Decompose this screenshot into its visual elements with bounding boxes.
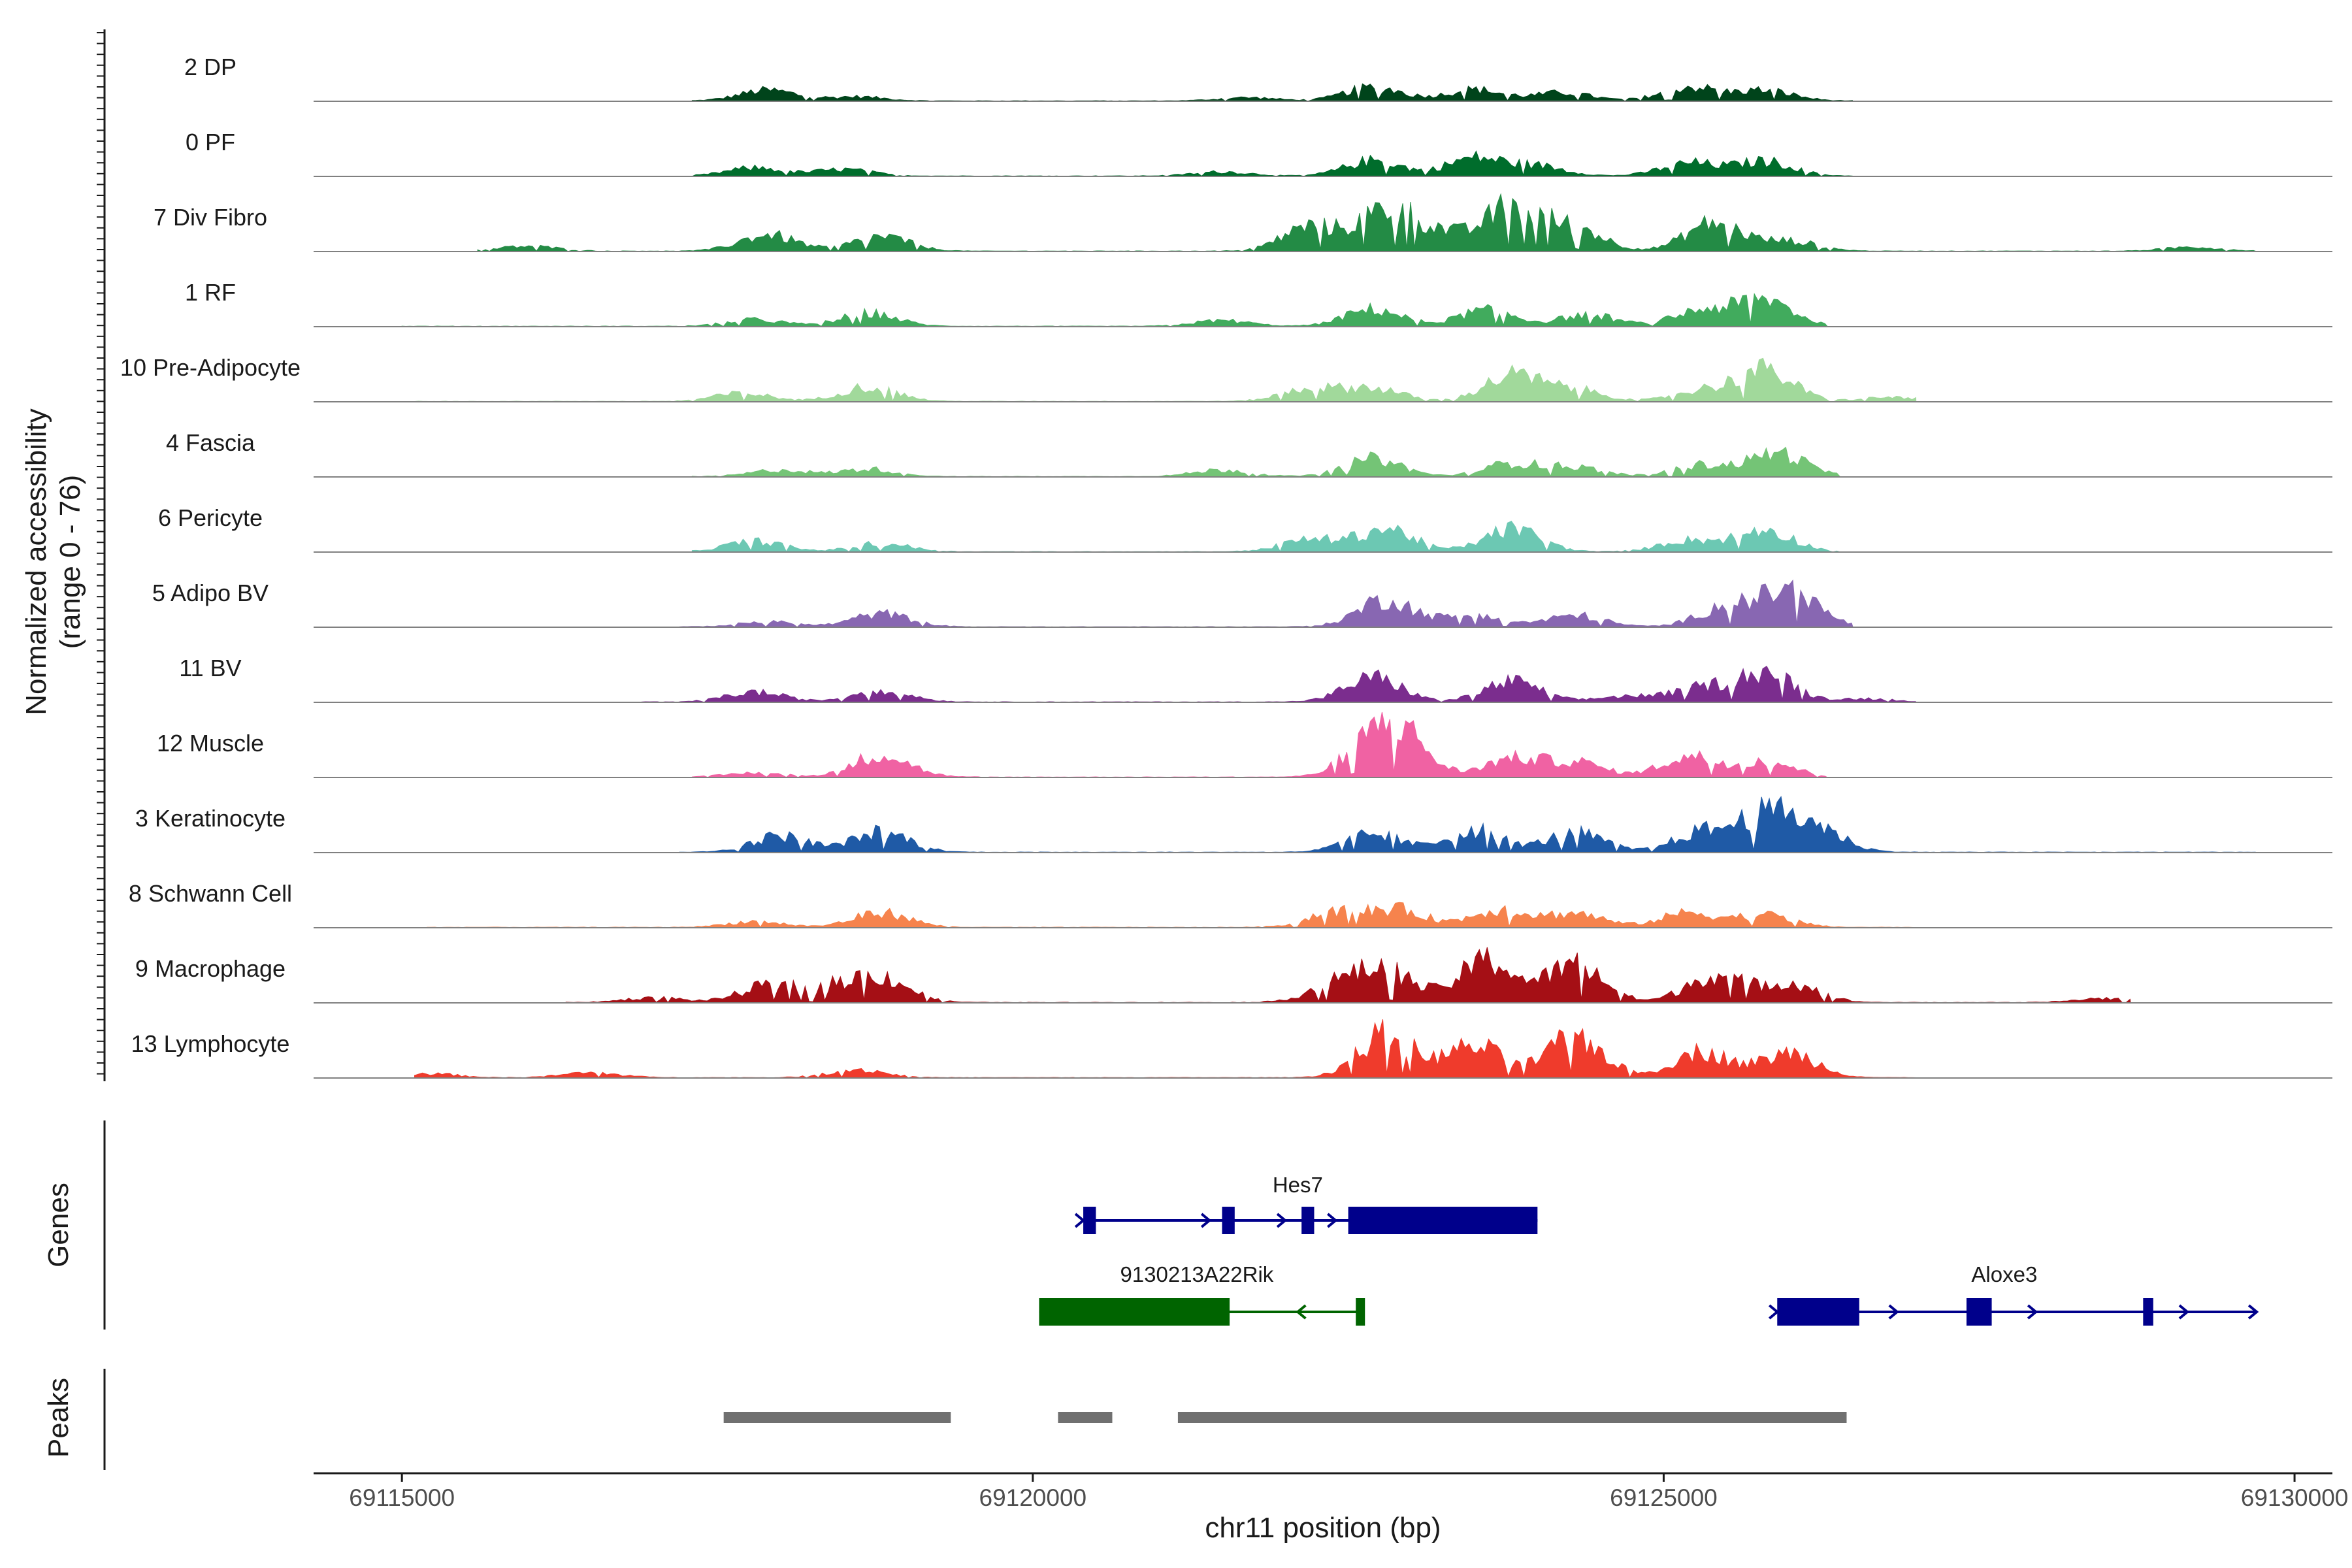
x-tick-label: 69125000 bbox=[1610, 1484, 1718, 1511]
y-axis-title-line1: Normalized accessibility bbox=[20, 408, 52, 715]
strand-arrow bbox=[1888, 1304, 1899, 1320]
track-label: 8 Schwann Cell bbox=[129, 880, 292, 907]
track-label: 3 Keratinocyte bbox=[135, 805, 286, 832]
track-label: 5 Adipo BV bbox=[152, 580, 269, 606]
strand-arrow bbox=[1074, 1213, 1086, 1228]
track-1: 0 PF bbox=[186, 129, 2332, 177]
coverage-area bbox=[679, 796, 2257, 853]
track-label: 0 PF bbox=[186, 129, 235, 155]
peak-region bbox=[723, 1412, 951, 1423]
coverage-area bbox=[691, 521, 1840, 553]
gene-label: Aloxe3 bbox=[1971, 1262, 2037, 1286]
gene-label: Hes7 bbox=[1273, 1173, 1323, 1197]
track-5: 4 Fascia bbox=[166, 429, 2332, 478]
gene-9130213A22Rik: 9130213A22Rik bbox=[1039, 1262, 1365, 1326]
gene-exon bbox=[2143, 1298, 2153, 1326]
strand-arrow bbox=[2027, 1304, 2038, 1320]
coverage-area bbox=[414, 1019, 1917, 1079]
gene-exon bbox=[1039, 1298, 1230, 1326]
x-axis: 69115000 69120000 69125000 69130000 bbox=[314, 1472, 2349, 1511]
gene-exon bbox=[1966, 1298, 1992, 1326]
track-2: 7 Div Fibro bbox=[154, 193, 2332, 252]
peaks-panel bbox=[103, 1369, 1847, 1470]
coverage-area bbox=[477, 193, 2257, 252]
track-label: 7 Div Fibro bbox=[154, 204, 267, 231]
track-12: 9 Macrophage bbox=[135, 947, 2332, 1004]
gene-Aloxe3: Aloxe3 bbox=[1768, 1262, 2259, 1326]
strand-arrow bbox=[1768, 1304, 1780, 1320]
coverage-area bbox=[414, 357, 1917, 402]
gene-exon bbox=[1222, 1207, 1235, 1234]
gene-label: 9130213A22Rik bbox=[1120, 1262, 1273, 1286]
coverage-area bbox=[679, 580, 1854, 628]
strand-arrow bbox=[2247, 1304, 2259, 1320]
track-label: 4 Fascia bbox=[166, 429, 255, 456]
coverage-panel: 2 DP 0 PF 7 Div Fibro 1 RF 10 Pre-Adipocyte 4… bbox=[120, 54, 2332, 1079]
strand-arrow bbox=[1200, 1213, 1212, 1228]
track-4: 10 Pre-Adipocyte bbox=[120, 354, 2332, 402]
track-10: 3 Keratinocyte bbox=[135, 796, 2332, 853]
coverage-area bbox=[691, 150, 1854, 177]
track-label: 9 Macrophage bbox=[135, 955, 286, 982]
gene-exon bbox=[1356, 1298, 1365, 1326]
y-axis-title-line2: (range 0 - 76) bbox=[54, 475, 86, 649]
strand-arrow bbox=[2178, 1304, 2190, 1320]
track-label: 13 Lymphocyte bbox=[131, 1030, 290, 1057]
track-0: 2 DP bbox=[184, 54, 2332, 102]
strand-arrow bbox=[1276, 1213, 1288, 1228]
gene-exon bbox=[1083, 1207, 1096, 1234]
track-label: 12 Muscle bbox=[157, 730, 264, 757]
gene-Hes7: Hes7 bbox=[1074, 1173, 1538, 1234]
coverage-area bbox=[691, 446, 1841, 478]
x-tick-label: 69115000 bbox=[349, 1484, 455, 1511]
track-8: 11 BV bbox=[179, 655, 2332, 703]
gene-exon bbox=[1777, 1298, 1859, 1326]
peaks-panel-title: Peaks bbox=[42, 1378, 74, 1458]
track-label: 10 Pre-Adipocyte bbox=[120, 354, 301, 381]
genes-panel-title: Genes bbox=[42, 1183, 74, 1267]
strand-arrow bbox=[1327, 1213, 1338, 1228]
track-3: 1 RF bbox=[185, 279, 2332, 327]
genes-panel: Hes7 9130213A22Rik Aloxe3 bbox=[103, 1120, 2259, 1330]
track-11: 8 Schwann Cell bbox=[129, 880, 2332, 928]
x-axis-title: chr11 position (bp) bbox=[1205, 1512, 1441, 1544]
x-tick-label: 69120000 bbox=[979, 1484, 1087, 1511]
peak-region bbox=[1177, 1412, 1847, 1423]
coverage-area bbox=[401, 293, 1829, 327]
gene-exon bbox=[1301, 1207, 1315, 1234]
coverage-area bbox=[641, 665, 1917, 703]
track-7: 5 Adipo BV bbox=[152, 580, 2332, 628]
strand-arrow bbox=[1296, 1304, 1307, 1320]
track-6: 6 Pericyte bbox=[158, 504, 2332, 553]
track-label: 6 Pericyte bbox=[158, 504, 263, 531]
peak-region bbox=[1058, 1412, 1113, 1423]
x-tick-label: 69130000 bbox=[2241, 1484, 2349, 1511]
track-label: 2 DP bbox=[184, 54, 237, 80]
y-axis bbox=[97, 29, 106, 1081]
track-13: 13 Lymphocyte bbox=[131, 1019, 2332, 1079]
coverage-area bbox=[565, 947, 2131, 1004]
track-label: 11 BV bbox=[179, 655, 241, 681]
coverage-area bbox=[427, 902, 1916, 928]
track-label: 1 RF bbox=[185, 279, 236, 306]
coverage-area bbox=[691, 711, 1828, 778]
track-9: 12 Muscle bbox=[157, 711, 2332, 778]
gene-exon bbox=[1348, 1207, 1538, 1234]
coverage-area bbox=[691, 83, 1854, 102]
